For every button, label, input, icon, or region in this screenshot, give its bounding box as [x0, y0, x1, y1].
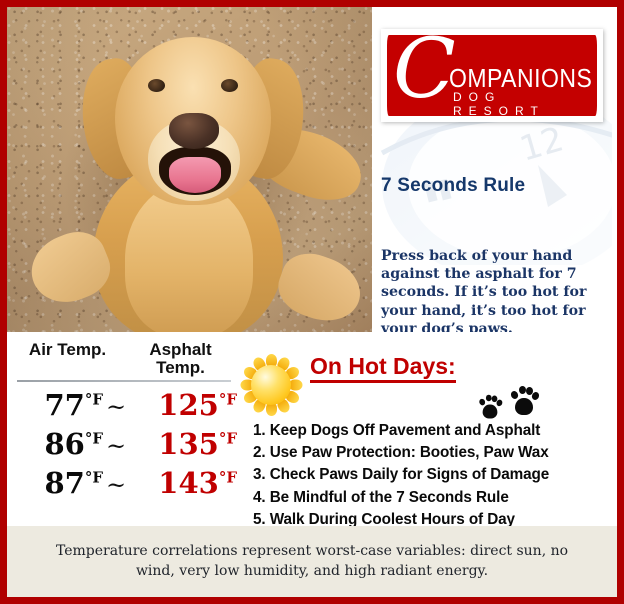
table-divider: [17, 379, 231, 382]
asphalt-temp-value: 125°F: [158, 387, 237, 422]
list-item: 5. Walk During Coolest Hours of Day: [253, 510, 515, 528]
dog-photo: [7, 7, 372, 332]
seven-seconds-rule-body: Press back of your hand against the asph…: [381, 248, 587, 332]
right-info-panel: 12 C OMPANIONS DOG RESORT 7 Seconds Rule…: [372, 7, 617, 332]
golden-retriever-illustration: [7, 7, 372, 332]
column-header-asphalt-temp: Asphalt Temp.: [149, 340, 212, 377]
middle-section: Air Temp. Asphalt Temp. 77°F ~ 125°F 86°…: [7, 332, 617, 528]
asphalt-temp-value: 143°F: [158, 465, 237, 500]
column-header-air-temp: Air Temp.: [28, 340, 107, 359]
footer-disclaimer: Temperature correlations represent worst…: [7, 526, 617, 597]
degree-unit: °F: [218, 429, 237, 448]
svg-text:12: 12: [515, 119, 568, 169]
degree-unit: °F: [218, 390, 237, 409]
list-item: 4. Be Mindful of the 7 Seconds Rule: [253, 488, 509, 506]
table-row: 77°F ~ 125°F: [11, 387, 237, 422]
row-separator: ~: [105, 470, 127, 499]
paw-print-small-icon: [478, 394, 504, 420]
logo-subtitle: DOG RESORT: [453, 90, 545, 116]
temperature-table-header: Air Temp. Asphalt Temp.: [11, 341, 237, 377]
footer-note: Temperature correlations represent worst…: [55, 542, 569, 579]
table-row: 87°F ~ 143°F: [11, 465, 237, 500]
row-separator: ~: [105, 392, 127, 421]
asphalt-temp-value: 135°F: [158, 426, 237, 461]
air-temp-value: 77°F: [44, 387, 103, 422]
table-row: 86°F ~ 135°F: [11, 426, 237, 461]
hot-day-tips-list: 1. Keep Dogs Off Pavement and Asphalt 2.…: [253, 420, 549, 531]
stamp-inner: C OMPANIONS DOG RESORT: [387, 35, 597, 116]
degree-unit: °F: [84, 429, 103, 448]
temperature-table: Air Temp. Asphalt Temp. 77°F ~ 125°F 86°…: [11, 341, 237, 499]
list-item: 3. Check Paws Daily for Signs of Damage: [253, 466, 550, 484]
list-item: 1. Keep Dogs Off Pavement and Asphalt: [253, 422, 541, 439]
top-section: 12 C OMPANIONS DOG RESORT 7 Seconds Rule…: [7, 7, 617, 332]
logo-monogram: C: [393, 35, 456, 116]
degree-unit: °F: [84, 468, 103, 487]
degree-unit: °F: [218, 468, 237, 487]
seven-seconds-rule-title: 7 Seconds Rule: [381, 175, 526, 196]
degree-unit: °F: [84, 390, 103, 409]
paw-print-icon: [475, 385, 549, 419]
sun-icon: [240, 354, 302, 416]
on-hot-days-heading: On Hot Days:: [310, 354, 456, 384]
paw-print-large-icon: [509, 385, 541, 417]
companions-dog-resort-logo: C OMPANIONS DOG RESORT: [381, 29, 603, 122]
row-separator: ~: [105, 431, 127, 460]
list-item: 2. Use Paw Protection: Booties, Paw Wax: [253, 444, 549, 462]
air-temp-value: 87°F: [44, 465, 103, 500]
air-temp-value: 86°F: [44, 426, 103, 461]
